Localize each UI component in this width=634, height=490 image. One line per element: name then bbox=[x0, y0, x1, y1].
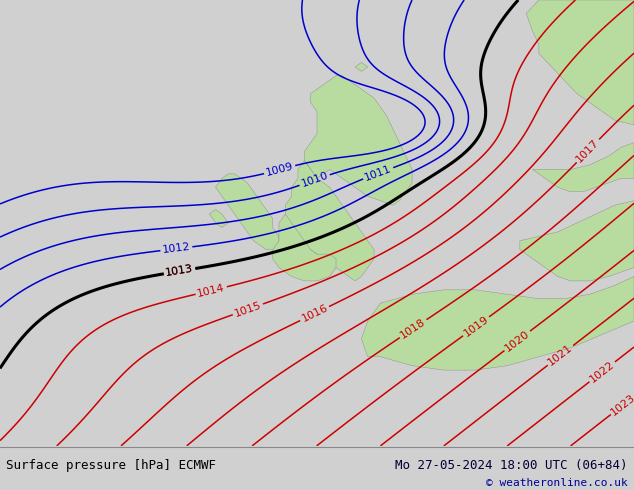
Polygon shape bbox=[361, 276, 634, 370]
Text: 1022: 1022 bbox=[588, 359, 616, 385]
Polygon shape bbox=[526, 0, 634, 125]
Text: 1021: 1021 bbox=[547, 343, 574, 368]
Polygon shape bbox=[355, 62, 368, 72]
Text: 1013: 1013 bbox=[165, 264, 194, 278]
Text: Mo 27-05-2024 18:00 UTC (06+84): Mo 27-05-2024 18:00 UTC (06+84) bbox=[395, 459, 628, 472]
Text: 1015: 1015 bbox=[233, 300, 262, 319]
Polygon shape bbox=[209, 210, 228, 227]
Polygon shape bbox=[304, 76, 412, 205]
Text: 1014: 1014 bbox=[197, 282, 226, 299]
Text: 1023: 1023 bbox=[609, 392, 634, 417]
Polygon shape bbox=[533, 143, 634, 192]
Text: 1011: 1011 bbox=[363, 164, 393, 183]
Polygon shape bbox=[520, 201, 634, 281]
Polygon shape bbox=[273, 214, 336, 281]
Text: 1019: 1019 bbox=[462, 314, 491, 339]
Text: 1012: 1012 bbox=[162, 242, 191, 255]
Text: © weatheronline.co.uk: © weatheronline.co.uk bbox=[486, 478, 628, 488]
Text: 1013: 1013 bbox=[165, 264, 194, 278]
Text: 1010: 1010 bbox=[300, 171, 330, 189]
Polygon shape bbox=[216, 174, 279, 250]
Text: 1016: 1016 bbox=[300, 303, 330, 324]
Text: Surface pressure [hPa] ECMWF: Surface pressure [hPa] ECMWF bbox=[6, 459, 216, 472]
Text: 1009: 1009 bbox=[265, 161, 295, 178]
Text: 1020: 1020 bbox=[503, 328, 531, 353]
Text: 1017: 1017 bbox=[574, 137, 601, 165]
Text: 1018: 1018 bbox=[399, 317, 427, 341]
Polygon shape bbox=[285, 161, 374, 281]
